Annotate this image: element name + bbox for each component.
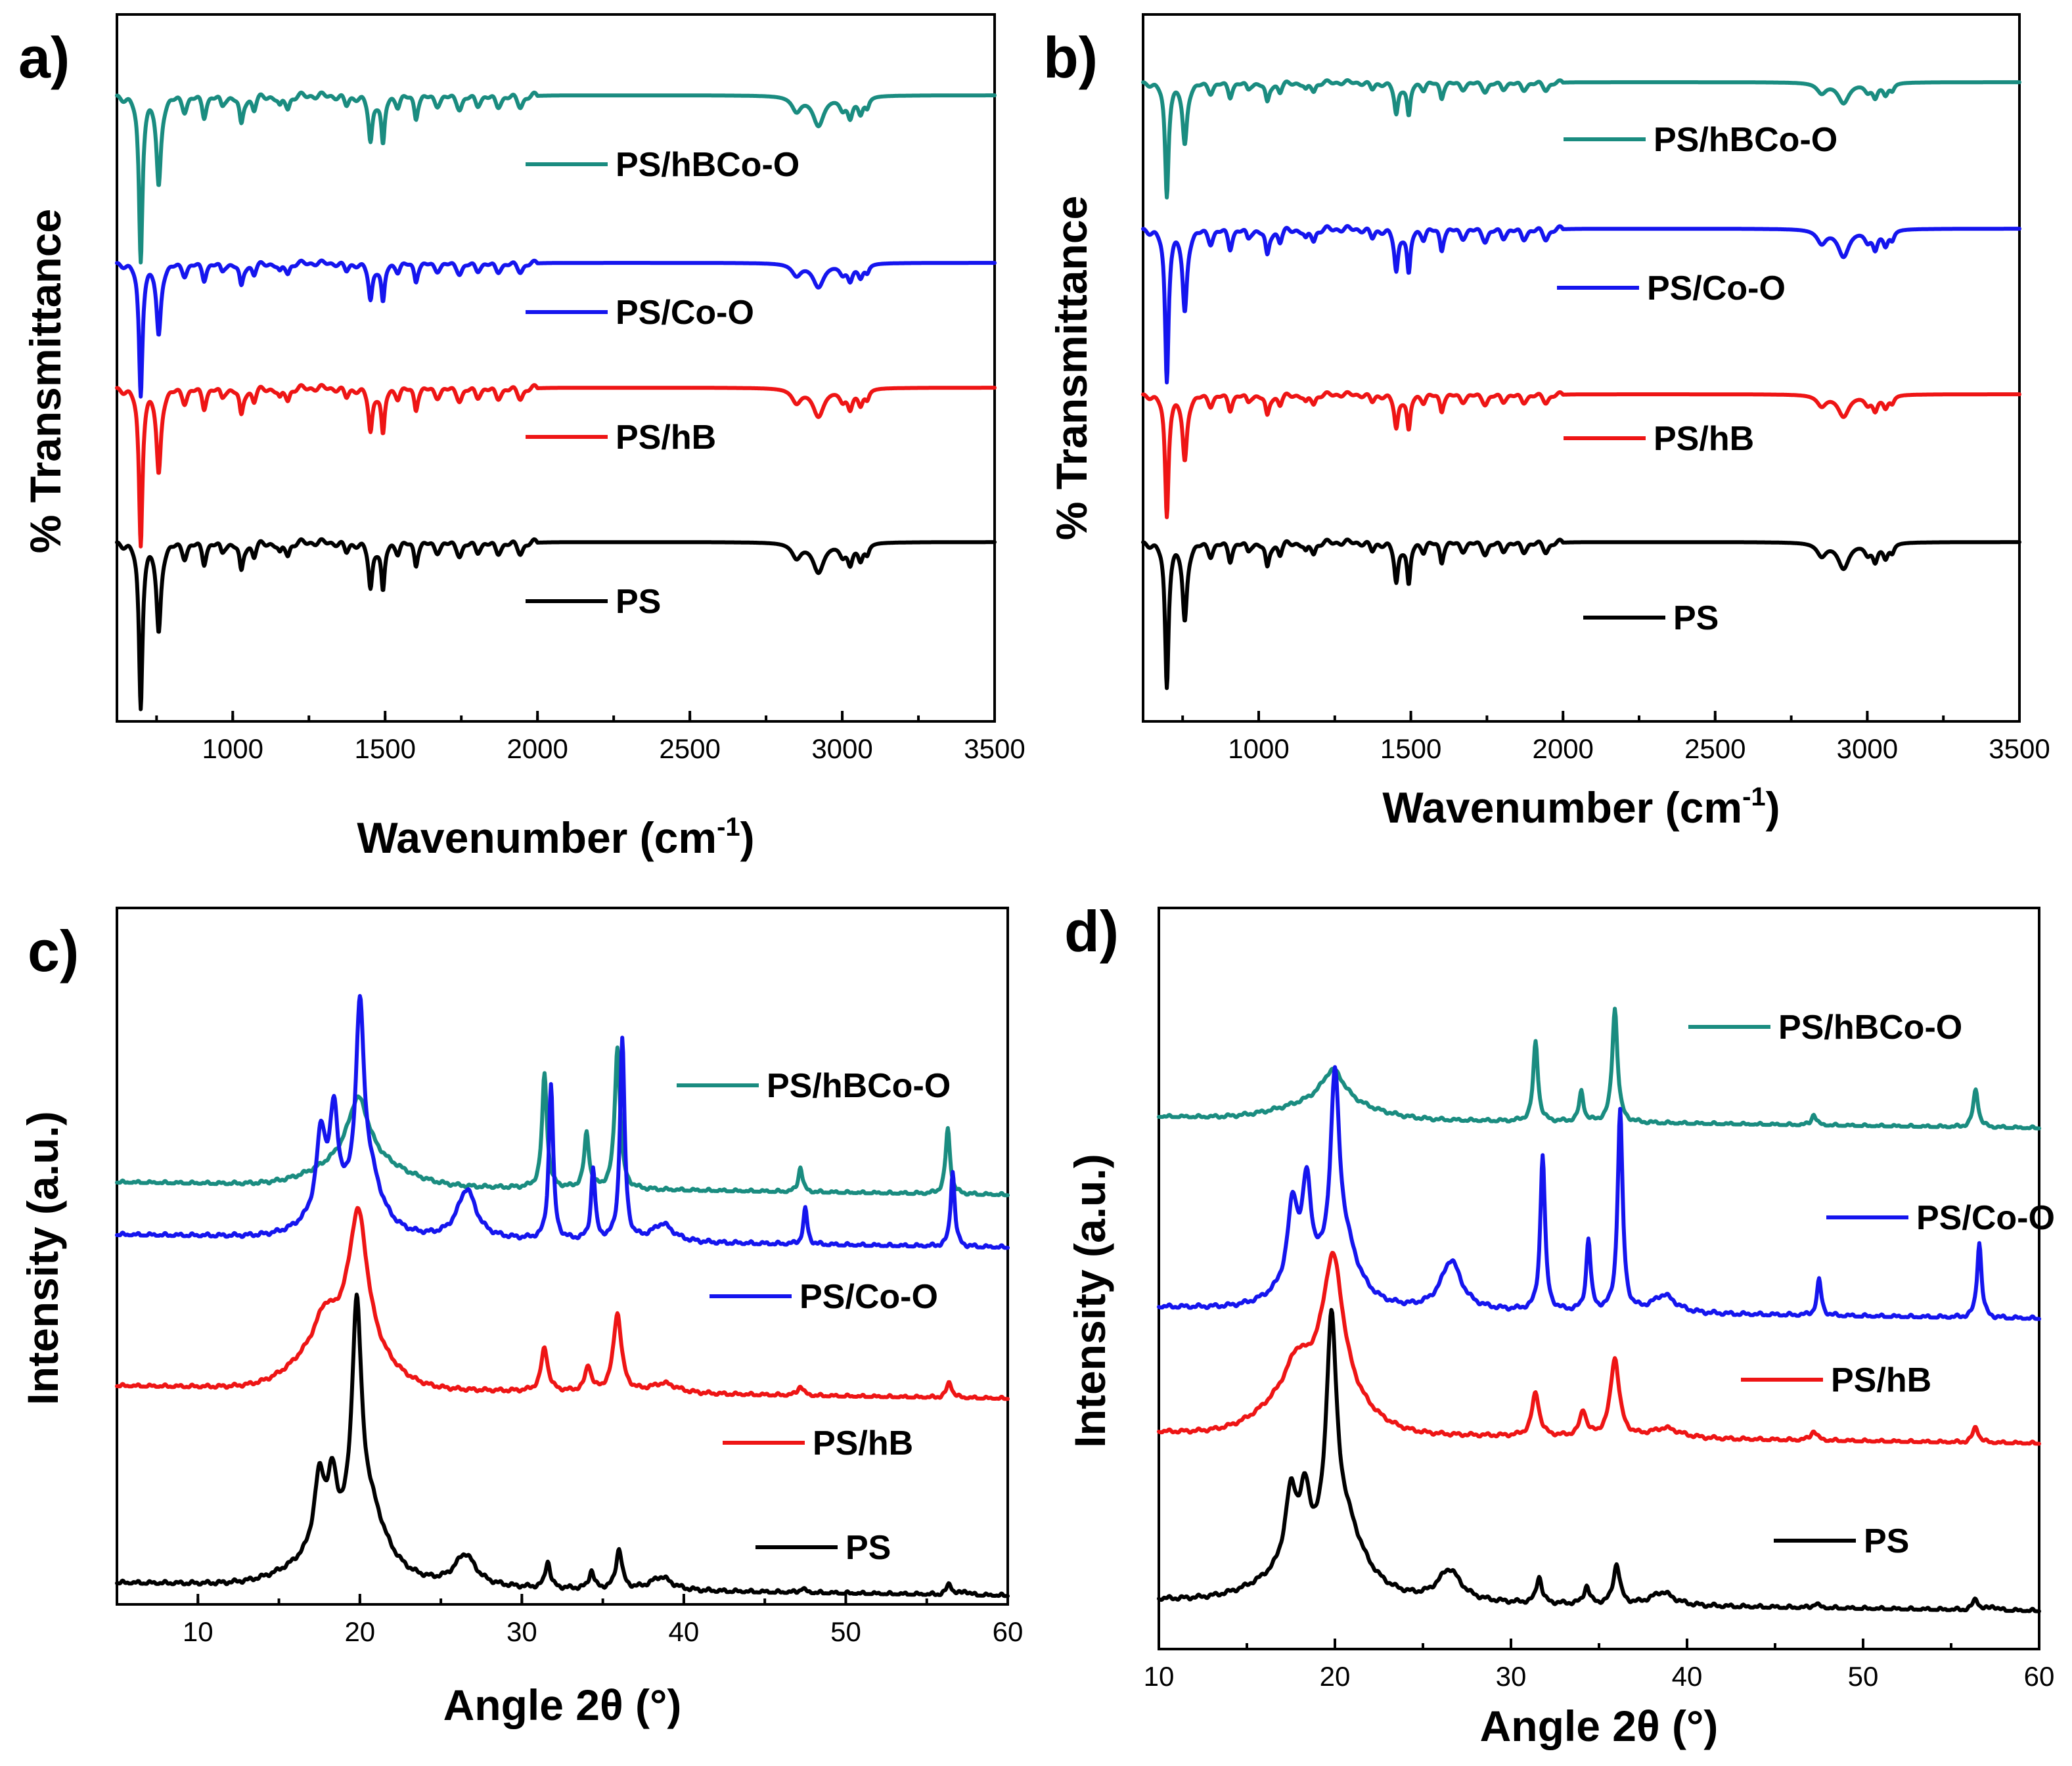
legend-label: PS/hB [616, 419, 716, 457]
x-tick-label: 1000 [202, 733, 263, 764]
x-tick-label: 2500 [659, 733, 720, 764]
x-tick-label: 30 [507, 1616, 537, 1647]
x-tick-label: 30 [1496, 1661, 1527, 1692]
x-tick-label: 3500 [1989, 733, 2050, 764]
x-tick-label: 40 [1672, 1661, 1703, 1692]
x-tick-label: 10 [1144, 1661, 1175, 1692]
legend-label: PS [1864, 1522, 1909, 1560]
series-line-ps-co-o [1141, 224, 2021, 385]
x-tick-label: 1000 [1228, 733, 1289, 764]
plot-frame [116, 13, 996, 723]
series-line-ps-co-o [115, 258, 997, 399]
panel-label-a: a) [18, 25, 70, 90]
x-tick-label: 20 [344, 1616, 375, 1647]
series-line-ps [115, 537, 997, 712]
x-axis-label: Angle 2θ (°) [443, 1681, 682, 1729]
series-line-ps-hb [1141, 390, 2021, 520]
x-tick-label: 60 [993, 1616, 1024, 1647]
x-tick-label: 20 [1320, 1661, 1351, 1692]
y-axis-label: Intensity (a.u.) [1066, 1154, 1114, 1447]
x-tick-label: 3000 [811, 733, 872, 764]
x-tick-label: 1500 [1380, 733, 1441, 764]
series-line-ps [1157, 1307, 2041, 1614]
series-line-ps-hbco-o [1157, 1007, 2041, 1131]
legend-label: PS/hB [1831, 1361, 1931, 1399]
x-tick-label: 10 [183, 1616, 214, 1647]
x-axis-label: Wavenumber (cm-1) [357, 813, 754, 862]
panel-label-b: b) [1043, 25, 1098, 90]
x-tick-label: 2500 [1684, 733, 1745, 764]
x-tick-label: 2000 [507, 733, 568, 764]
series-line-ps-hbco-o [1141, 78, 2021, 200]
y-axis-label: Intensity (a.u.) [18, 1111, 67, 1405]
x-tick-label: 3500 [964, 733, 1025, 764]
legend-label: PS/hBCo-O [1654, 121, 1837, 159]
panel-label-c: c) [28, 918, 79, 984]
series-line-ps-hb [115, 382, 997, 549]
legend-label: PS/Co-O [1647, 269, 1786, 307]
x-axis-label: Wavenumber (cm-1) [1382, 782, 1780, 832]
series-line-ps-hb [115, 1206, 1010, 1401]
plot-frame [116, 907, 1009, 1606]
series-line-ps-co-o [1157, 1065, 2041, 1321]
legend-label: PS/Co-O [800, 1278, 938, 1316]
legend-label: PS/hB [1654, 420, 1754, 458]
x-tick-label: 40 [669, 1616, 700, 1647]
x-tick-label: 2000 [1532, 733, 1593, 764]
legend-label: PS/hBCo-O [767, 1067, 951, 1105]
y-axis-label: % Transmittance [21, 209, 70, 554]
x-tick-label: 50 [830, 1616, 861, 1647]
x-tick-label: 1500 [355, 733, 416, 764]
legend-label: PS/Co-O [616, 294, 754, 332]
panel-b-chart: 1000 1500 2000 2500 3000 3500 Wavenumber (cm-1… [1047, 13, 2050, 832]
x-tick-label: 60 [2024, 1661, 2055, 1692]
legend-label: PS/hB [813, 1424, 913, 1462]
legend-label: PS/hBCo-O [616, 146, 800, 184]
legend-label: PS/Co-O [1916, 1199, 2055, 1237]
panel-a-chart: 1000 1500 2000 2500 3000 3500 Wavenumber (cm-1… [21, 13, 1025, 862]
legend-label: PS/hBCo-O [1778, 1008, 1962, 1047]
x-axis-label: Angle 2θ (°) [1480, 1702, 1719, 1750]
legend-label: PS [616, 583, 661, 621]
series-line-ps-hbco-o [115, 90, 997, 265]
panel-c-chart: 10 20 30 40 50 60 Angle 2θ (°) Intensity (a.u.)… [18, 907, 1024, 1729]
x-tick-label: 3000 [1837, 733, 1898, 764]
panel-d-chart: 10 20 30 40 50 60 Angle 2θ (°) Intensity (a.u.)… [1066, 907, 2055, 1750]
legend-label: PS [845, 1529, 891, 1567]
series-line-ps-hbco-o [115, 1045, 1010, 1198]
series-line-ps [1141, 537, 2021, 691]
series-line-ps-co-o [115, 994, 1010, 1250]
plot-frame [1142, 13, 2021, 723]
series-line-ps [115, 1292, 1010, 1598]
x-tick-label: 50 [1848, 1661, 1879, 1692]
legend-label: PS [1673, 599, 1719, 637]
series-line-ps-hb [1157, 1250, 2041, 1446]
y-axis-label: % Transmittance [1047, 196, 1096, 541]
panel-label-d: d) [1064, 899, 1119, 964]
